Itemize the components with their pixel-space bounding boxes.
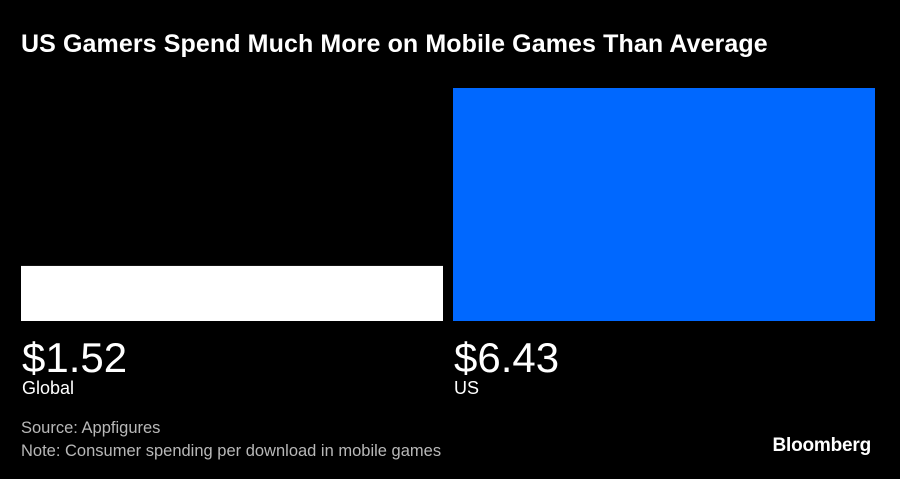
bars-group — [21, 88, 875, 321]
value-label-global: $1.52 — [22, 334, 127, 381]
category-labels-group: Global US — [22, 378, 479, 398]
bar-global — [21, 265, 443, 321]
category-label-us: US — [454, 378, 479, 398]
bar-chart: $1.52 $6.43 Global US — [21, 88, 875, 398]
chart-title: US Gamers Spend Much More on Mobile Game… — [21, 30, 768, 58]
source-text: Source: Appfigures — [21, 419, 161, 437]
note-text: Note: Consumer spending per download in … — [21, 442, 442, 460]
value-labels-group: $1.52 $6.43 — [22, 334, 559, 381]
category-label-global: Global — [22, 378, 74, 398]
bloomberg-logo: Bloomberg — [772, 435, 872, 456]
value-label-us: $6.43 — [454, 334, 559, 381]
bar-us — [453, 88, 875, 321]
